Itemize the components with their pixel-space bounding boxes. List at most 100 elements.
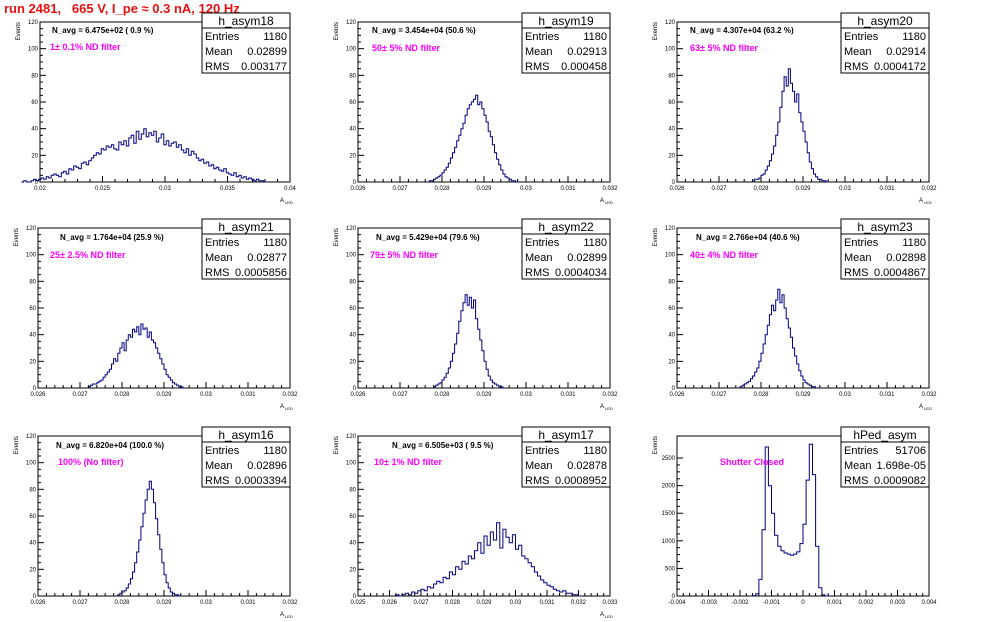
- x-tick-label: 0.031: [560, 392, 576, 398]
- y-tick-label: 80: [31, 73, 38, 79]
- x-tick-label: 0.027: [72, 392, 88, 398]
- x-tick-label: 0.027: [711, 186, 727, 192]
- y-tick-label: 0: [353, 594, 357, 600]
- histogram-series-h_asym17: [395, 522, 582, 597]
- stat-value-rms: 0.0004034: [555, 267, 607, 279]
- y-axis-label: Events: [334, 228, 340, 246]
- y-tick-label: 120: [26, 226, 37, 232]
- histogram-name: h_asym17: [538, 428, 594, 442]
- navg-annotation: N_avg = 2.766e+04 (40.6 %): [696, 233, 800, 242]
- y-tick-label: 20: [29, 359, 36, 365]
- y-tick-label: 20: [668, 359, 675, 365]
- histogram-name: h_asym23: [857, 220, 913, 234]
- x-tick-label: 0.03: [520, 392, 532, 398]
- y-tick-label: 100: [28, 47, 39, 53]
- y-tick-label: 0: [35, 180, 39, 186]
- histogram-series-h_asym20: [752, 68, 829, 183]
- y-tick-label: 100: [26, 461, 37, 467]
- stats-box: h_asym18 Entries 1180 Mean 0.02899 RMS 0.00317…: [201, 12, 291, 74]
- stat-label-rms: RMS: [525, 267, 549, 279]
- stat-value-entries: 51706: [895, 445, 926, 457]
- x-tick-label: 0.028: [445, 600, 461, 606]
- x-tick-label: 0.028: [434, 186, 450, 192]
- stat-label-mean: Mean: [844, 252, 872, 264]
- x-axis-label: ALED: [280, 612, 293, 619]
- stat-value-entries: 1180: [583, 237, 607, 249]
- stat-value-mean: 0.02914: [886, 46, 926, 58]
- histogram-series-h_asym18: [21, 128, 267, 183]
- stats-box-frame: [201, 426, 291, 488]
- stat-label-entries: Entries: [205, 237, 240, 249]
- histogram-name: h_asym22: [538, 220, 594, 234]
- x-tick-label: 0.026: [30, 392, 46, 398]
- stat-value-entries: 1180: [583, 31, 607, 43]
- y-tick-label: 0: [33, 386, 37, 392]
- x-tick-label: 0.028: [114, 600, 130, 606]
- navg-annotation: N_avg = 3.454e+04 (50.6 %): [372, 26, 476, 35]
- histogram-panel-hPed_asym: -0.004 -0.003 -0.002 -0.001 0 0.001 0.002 0.003…: [653, 426, 937, 606]
- y-tick-label: 120: [28, 20, 39, 26]
- x-tick-label: 0.029: [476, 600, 492, 606]
- stats-box: h_asym20 Entries 1180 Mean 0.02914 RMS 0.00041…: [840, 12, 930, 74]
- stat-value-mean: 0.02899: [567, 252, 607, 264]
- y-tick-label: 40: [349, 127, 356, 133]
- y-tick-label: 500: [665, 566, 676, 572]
- y-tick-label: 80: [349, 73, 356, 79]
- stat-value-mean: 0.02913: [567, 46, 607, 58]
- y-tick-label: 1000: [662, 539, 676, 545]
- histogram-panel-h_asym21: 0.026 0.027 0.028 0.029 0.03 0.031 0.032 0 20 40 6…: [14, 218, 298, 411]
- x-tick-label: 0.032: [921, 186, 937, 192]
- y-tick-label: 60: [349, 100, 356, 106]
- x-tick-label: 0.033: [602, 600, 618, 606]
- x-tick-label: 0.029: [795, 186, 811, 192]
- stat-label-entries: Entries: [205, 31, 240, 43]
- navg-annotation: N_avg = 5.429e+04 (79.6 %): [376, 233, 480, 242]
- stat-label-rms: RMS: [205, 267, 229, 279]
- y-tick-label: 60: [668, 306, 675, 312]
- histogram-series-h_asym22: [433, 294, 505, 389]
- stat-value-rms: 0.0008952: [555, 475, 607, 487]
- stat-label-mean: Mean: [525, 460, 553, 472]
- y-axis-label: Events: [14, 436, 20, 454]
- stat-label-entries: Entries: [205, 445, 240, 457]
- x-tick-label: 0: [801, 600, 805, 606]
- x-tick-label: 0.028: [114, 392, 130, 398]
- y-tick-label: 20: [349, 567, 356, 573]
- x-axis-label: ALED: [600, 612, 613, 619]
- stat-label-rms: RMS: [844, 475, 868, 487]
- stat-value-entries: 1180: [583, 445, 607, 457]
- stats-box: h_asym21 Entries 1180 Mean 0.02877 RMS 0.00058…: [201, 218, 291, 280]
- x-tick-label: 0.035: [220, 186, 236, 192]
- y-tick-label: 80: [349, 279, 356, 285]
- stats-box-frame: [840, 218, 930, 280]
- stat-value-entries: 1180: [263, 445, 287, 457]
- stat-label-mean: Mean: [525, 46, 553, 58]
- x-tick-label: 0.025: [95, 186, 111, 192]
- filter-annotation: 10± 1% ND filter: [374, 457, 442, 467]
- stats-box-frame: [840, 12, 930, 74]
- y-tick-label: 20: [349, 153, 356, 159]
- navg-annotation: N_avg = 6.475e+02 ( 0.9 %): [52, 26, 154, 35]
- y-axis-label: Events: [334, 22, 340, 40]
- y-tick-label: 80: [29, 279, 36, 285]
- histogram-series-hPed_asym: [752, 443, 829, 597]
- stat-label-entries: Entries: [844, 237, 879, 249]
- navg-annotation: N_avg = 6.505e+03 ( 9.5 %): [392, 441, 494, 450]
- x-tick-label: 0.002: [858, 600, 874, 606]
- x-tick-label: -0.004: [668, 600, 686, 606]
- filter-annotation: 40± 4% ND filter: [690, 250, 758, 260]
- x-tick-label: 0.025: [350, 600, 366, 606]
- stat-value-entries: 1180: [902, 237, 926, 249]
- navg-annotation: N_avg = 4.307e+04 (63.2 %): [690, 26, 794, 35]
- x-tick-label: 0.027: [72, 600, 88, 606]
- stats-box: hPed_asym Entries 51706 Mean 1.698e-05 RMS 0.0…: [840, 426, 930, 488]
- stat-value-rms: 0.0009082: [874, 475, 926, 487]
- y-tick-label: 40: [668, 333, 675, 339]
- x-tick-label: 0.003: [890, 600, 906, 606]
- x-tick-label: 0.03: [510, 600, 522, 606]
- stat-value-entries: 1180: [263, 237, 287, 249]
- y-tick-label: 80: [349, 487, 356, 493]
- stats-box-frame: [521, 218, 611, 280]
- stat-label-rms: RMS: [525, 61, 549, 73]
- x-tick-label: 0.031: [240, 600, 256, 606]
